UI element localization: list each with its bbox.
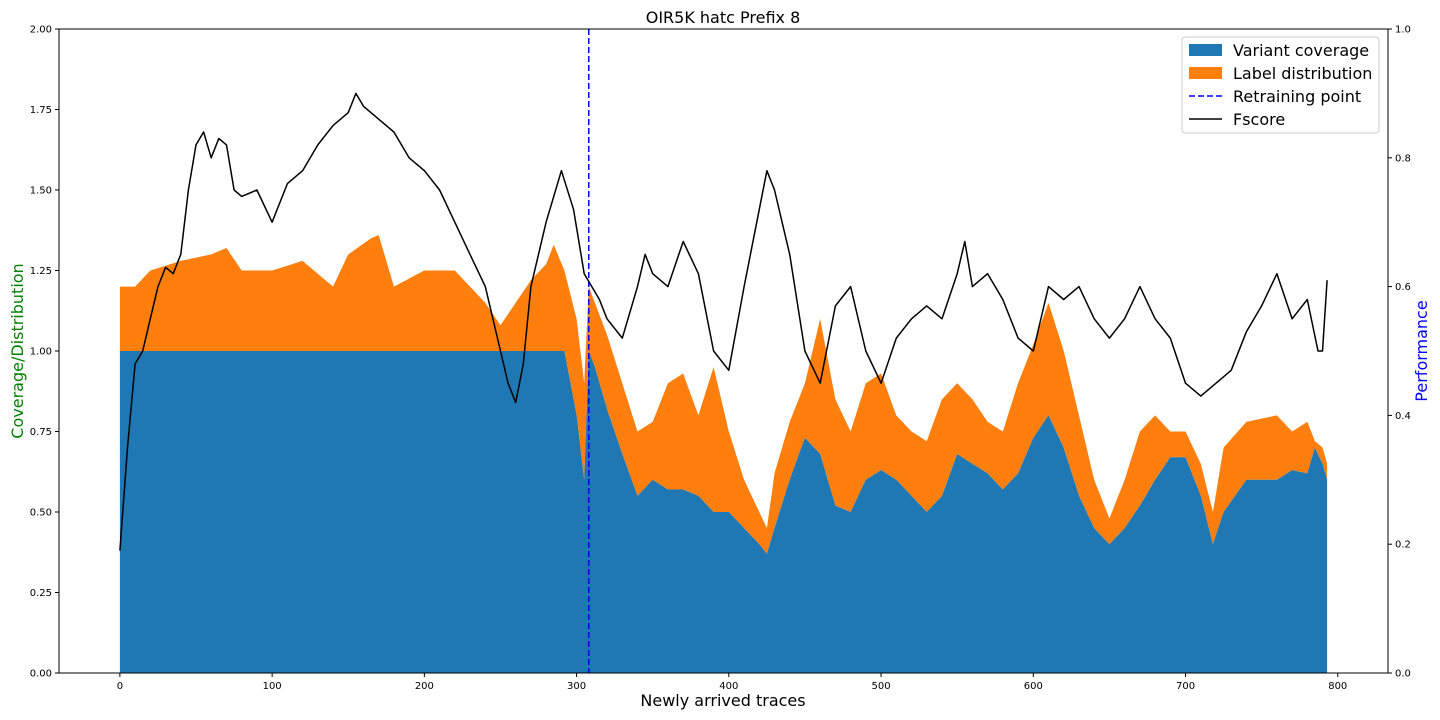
- y-tick-label-right: 0.8: [1395, 153, 1411, 164]
- series-variant-coverage-area: [119, 351, 1328, 673]
- x-tick-label: 100: [263, 681, 282, 692]
- x-axis-title: Newly arrived traces: [640, 691, 805, 710]
- x-tick-label: 700: [1176, 681, 1195, 692]
- y-tick-label-left: 2.00: [30, 25, 52, 36]
- y-tick-label-left: 1.25: [30, 266, 52, 277]
- y-axis-title-left: Coverage/Distribution: [8, 263, 27, 438]
- y-tick-label-right: 0.2: [1395, 540, 1411, 551]
- y-tick-label-left: 1.50: [30, 186, 52, 197]
- x-tick-label: 0: [117, 681, 123, 692]
- y-tick-label-left: 1.75: [30, 105, 52, 116]
- chart-title: OIR5K hatc Prefix 8: [646, 8, 801, 27]
- x-tick-label: 300: [567, 681, 586, 692]
- y-tick-label-left: 0.75: [30, 427, 52, 438]
- y-tick-label-left: 0.00: [30, 669, 52, 680]
- x-tick-label: 500: [872, 681, 891, 692]
- x-tick-label: 200: [415, 681, 434, 692]
- y-tick-label-right: 0.6: [1395, 282, 1411, 293]
- y-tick-label-right: 0.0: [1395, 669, 1411, 680]
- x-tick-label: 800: [1328, 681, 1347, 692]
- axes: 0 100 200 300 400 500 600 700 800 0.00 0.25 0.50 0.7…: [30, 25, 1411, 693]
- series-label-distribution-area: [119, 235, 1328, 554]
- legend-label-retraining-point: Retraining point: [1233, 87, 1361, 106]
- legend-swatch-label-distribution: [1189, 67, 1222, 79]
- legend-label-variant-coverage: Variant coverage: [1233, 41, 1369, 60]
- plot-area: [119, 29, 1328, 673]
- legend-label-label-distribution: Label distribution: [1233, 64, 1372, 83]
- y-tick-label-left: 0.50: [30, 508, 52, 519]
- x-tick-label: 400: [719, 681, 738, 692]
- y-tick-label-left: 1.00: [30, 347, 52, 358]
- y-tick-label-right: 0.4: [1395, 411, 1411, 422]
- y-tick-label-right: 1.0: [1395, 25, 1411, 36]
- legend: Variant coverage Label distribution Retrai…: [1181, 36, 1380, 134]
- y-tick-label-left: 0.25: [30, 588, 52, 599]
- series-fscore-line: [119, 92, 1328, 551]
- legend-swatch-variant-coverage: [1189, 44, 1222, 56]
- legend-box: [1181, 36, 1380, 134]
- legend-label-fscore: Fscore: [1233, 110, 1285, 129]
- y-axis-title-right: Performance: [1412, 300, 1431, 401]
- x-tick-label: 600: [1024, 681, 1043, 692]
